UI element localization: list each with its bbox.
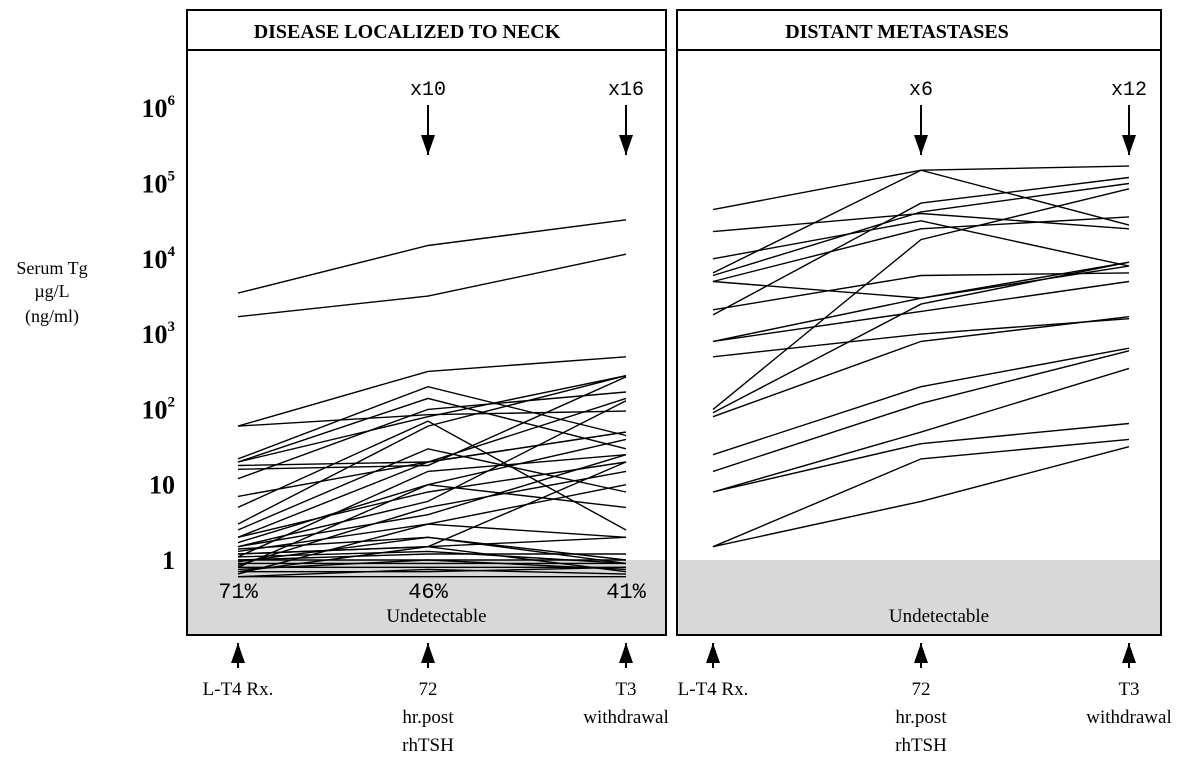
series-line — [237, 483, 627, 568]
undetectable-label: Undetectable — [889, 606, 989, 627]
y-axis-ticks: 1 10 102 103 104 105 106 — [142, 93, 176, 575]
panel-title-box — [186, 9, 667, 51]
series-line — [237, 536, 627, 565]
undetectable-percent: 41% — [606, 580, 646, 605]
multiplier-label: x12 — [1111, 79, 1147, 102]
panel: DISEASE LOCALIZED TO NECK x10 x16 71% 46% 41%… — [186, 9, 669, 756]
series-line — [237, 431, 627, 538]
up-arrow — [1122, 643, 1136, 668]
series-line — [237, 397, 627, 463]
up-arrow — [619, 643, 633, 668]
series-line — [712, 318, 1130, 358]
panel-title-box — [676, 9, 1162, 51]
series-line — [237, 454, 627, 548]
series-line — [237, 375, 627, 463]
series-line — [237, 420, 627, 531]
series-line — [712, 422, 1130, 493]
x-tick-label: hr.post — [895, 707, 947, 728]
series-line — [237, 376, 627, 470]
panels: DISEASE LOCALIZED TO NECK x10 x16 71% 46% 41%… — [186, 9, 1172, 756]
series-line — [712, 220, 1130, 267]
y-axis-label-line: Serum Tg — [16, 258, 87, 278]
up-arrow — [706, 643, 720, 668]
up-arrow — [421, 643, 435, 668]
multiplier-label: x6 — [909, 79, 933, 102]
x-tick-label: 72 — [419, 679, 438, 700]
series-line — [712, 316, 1130, 418]
undetectable-label: Undetectable — [386, 606, 486, 627]
multiplier-label: x10 — [410, 79, 446, 102]
x-tick-label: withdrawal — [583, 707, 668, 728]
series-line — [238, 566, 627, 573]
series-line — [712, 446, 1130, 548]
series-line — [237, 454, 627, 558]
y-axis-label-line: (ng/ml) — [25, 306, 79, 327]
series-line — [712, 350, 1130, 473]
series-line — [712, 182, 1130, 277]
panel-title: DISTANT METASTASES — [785, 21, 1009, 43]
down-arrow — [914, 105, 928, 155]
series-line — [712, 280, 1130, 343]
x-tick-label: 72 — [912, 679, 931, 700]
series-line — [237, 545, 627, 573]
series-line — [237, 470, 627, 566]
series-line — [712, 367, 1130, 493]
y-tick-label: 106 — [142, 93, 176, 123]
series-line — [712, 261, 1130, 299]
series-line — [712, 272, 1130, 311]
series-line — [712, 216, 1130, 283]
series-line — [237, 375, 627, 525]
undetectable-region — [677, 560, 1161, 635]
series-line — [237, 448, 627, 531]
x-tick-label: withdrawal — [1086, 707, 1171, 728]
down-arrow — [619, 105, 633, 155]
y-tick-label: 103 — [142, 319, 176, 349]
panel-title: DISEASE LOCALIZED TO NECK — [254, 21, 561, 43]
up-arrow — [914, 643, 928, 668]
series-line — [237, 568, 627, 578]
y-tick-label: 105 — [142, 169, 176, 199]
series-line — [237, 219, 627, 294]
series-line — [237, 400, 627, 548]
x-tick-label: T3 — [615, 679, 636, 700]
x-tick-label: L-T4 Rx. — [203, 679, 274, 700]
series-line — [237, 356, 627, 427]
series-line — [237, 253, 627, 318]
undetectable-percent: 46% — [408, 580, 448, 605]
y-tick-label: 102 — [142, 394, 176, 424]
x-tick-label: L-T4 Rx. — [678, 679, 749, 700]
series-line — [237, 559, 627, 571]
y-tick-label: 104 — [142, 244, 176, 274]
x-tick-label: hr.post — [402, 707, 454, 728]
series-line — [712, 169, 1130, 274]
series-lines — [712, 165, 1130, 548]
x-tick-label: T3 — [1118, 679, 1139, 700]
down-arrow — [1122, 105, 1136, 155]
series-line — [712, 347, 1130, 456]
series-line — [712, 176, 1130, 316]
y-tick-label: 1 — [162, 546, 175, 575]
y-axis-label: Serum Tg µg/L (ng/ml) — [16, 258, 87, 327]
series-line — [712, 188, 1130, 410]
panel: DISTANT METASTASES x6 x12 Undetectable L-T4 … — [676, 9, 1172, 756]
y-axis-label-line: µg/L — [34, 281, 69, 301]
series-line — [237, 523, 627, 575]
down-arrow — [421, 105, 435, 155]
series-line — [712, 438, 1130, 548]
multiplier-label: x16 — [608, 79, 644, 102]
undetectable-percent: 71% — [218, 580, 258, 605]
series-line — [237, 461, 627, 538]
series-lines — [237, 219, 627, 578]
series-line — [712, 212, 1130, 233]
series-line — [712, 261, 1130, 414]
x-tick-label: rhTSH — [895, 735, 947, 756]
y-tick-label: 10 — [149, 471, 175, 500]
x-tick-label: rhTSH — [402, 735, 454, 756]
up-arrow — [231, 643, 245, 668]
series-line — [237, 410, 627, 427]
series-line — [237, 391, 627, 480]
